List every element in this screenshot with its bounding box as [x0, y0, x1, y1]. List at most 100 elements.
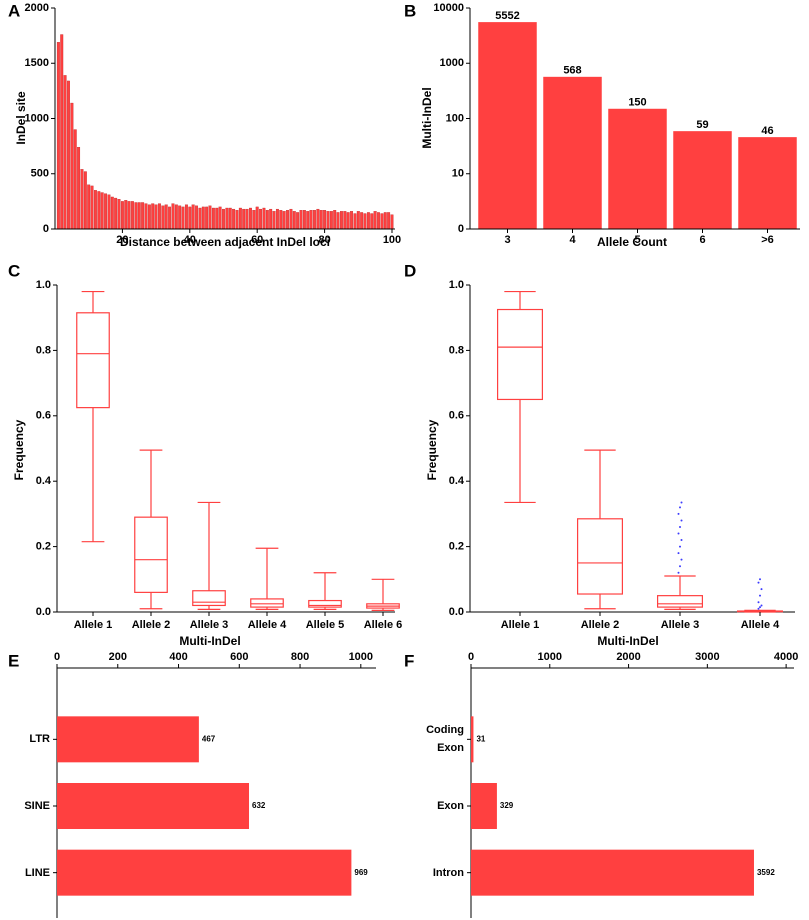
- x-tick-label: 0: [54, 651, 60, 663]
- bar: [100, 192, 104, 230]
- outlier: [759, 594, 761, 597]
- x-tick-label: 1000: [538, 651, 562, 663]
- outlier: [680, 501, 683, 504]
- x-tick-label: Allele 4: [741, 619, 780, 631]
- bar: [57, 849, 352, 896]
- bar: [188, 206, 192, 230]
- bar: [238, 207, 242, 230]
- bar: [211, 207, 215, 230]
- bar: [104, 193, 107, 230]
- bar: [336, 212, 340, 230]
- value-label: 467: [202, 734, 216, 743]
- bar: [235, 210, 239, 230]
- bar: [543, 76, 602, 229]
- y-tick-label: 0: [458, 223, 464, 235]
- bar: [343, 211, 347, 230]
- bar: [608, 108, 667, 229]
- x-tick-label: Allele 5: [306, 619, 345, 631]
- y-tick-label: 0.6: [449, 410, 464, 422]
- bar: [363, 213, 367, 230]
- bar: [114, 197, 118, 230]
- bar: [63, 75, 67, 230]
- box: [134, 516, 168, 593]
- y-tick-label-wrap: Exon: [396, 776, 464, 836]
- y-tick-label: 1000: [25, 112, 49, 124]
- y-tick-label: 0.4: [449, 475, 465, 487]
- bar: [262, 207, 266, 230]
- bar: [346, 212, 350, 230]
- value-label: 5552: [495, 10, 519, 22]
- outlier: [677, 552, 680, 555]
- bar: [198, 207, 202, 230]
- bar: [326, 211, 330, 230]
- bar: [110, 196, 114, 230]
- y-tick-label: 100: [446, 112, 464, 124]
- outlier: [679, 506, 681, 509]
- bar: [87, 184, 91, 230]
- panel-letter: E: [8, 651, 19, 670]
- outlier: [679, 525, 681, 528]
- y-tick-label: 0.8: [36, 344, 51, 356]
- outlier: [677, 512, 680, 515]
- x-tick-label: 3000: [695, 651, 719, 663]
- bar: [471, 849, 754, 896]
- bar: [60, 34, 64, 230]
- outlier: [757, 581, 760, 584]
- bar: [289, 208, 293, 230]
- x-tick-label: Allele 2: [581, 619, 620, 631]
- y-tick-label: 0.6: [36, 410, 51, 422]
- y-tick-label: 0.0: [36, 606, 51, 618]
- x-tick-label: 4: [569, 234, 576, 246]
- bar: [171, 203, 175, 230]
- y-tick-label: 0.4: [36, 475, 52, 487]
- panel-letter: C: [8, 261, 20, 280]
- bar: [57, 783, 250, 829]
- y-tick-label-wrap: Intron: [396, 843, 464, 903]
- x-axis-label: Multi-InDel: [179, 634, 240, 648]
- bar: [738, 137, 797, 229]
- value-label: 31: [476, 734, 485, 743]
- bar: [252, 210, 256, 230]
- y-tick-label: Exon: [437, 800, 464, 812]
- y-tick-label: LINE: [24, 866, 50, 879]
- outlier: [759, 606, 761, 609]
- outlier: [680, 558, 683, 561]
- y-tick-label: 0.2: [36, 541, 51, 553]
- bar: [90, 185, 94, 230]
- box: [497, 308, 544, 401]
- y-tick-label: 1000: [440, 57, 464, 69]
- bar: [174, 204, 178, 230]
- bar: [205, 206, 209, 230]
- bar: [471, 783, 497, 829]
- x-axis-label: Distance between adjacent InDel loci: [120, 235, 330, 249]
- y-tick-label-box: LTR: [29, 733, 50, 745]
- x-tick-label: 4000: [774, 651, 798, 663]
- bar: [245, 208, 249, 230]
- x-axis-label: Multi-InDel: [597, 634, 658, 648]
- bar: [370, 213, 374, 230]
- x-tick-label: 5: [634, 234, 640, 246]
- bar: [117, 199, 121, 230]
- bar: [225, 207, 229, 230]
- bar: [57, 716, 199, 763]
- bar: [323, 210, 327, 230]
- bar: [178, 205, 182, 230]
- outlier: [677, 532, 680, 535]
- bar: [67, 80, 70, 230]
- bar: [141, 202, 145, 230]
- bar: [93, 190, 97, 230]
- box: [76, 312, 110, 409]
- outlier: [679, 565, 681, 568]
- value-label: 632: [252, 801, 266, 810]
- bar: [208, 205, 212, 230]
- y-tick-label-box: Intron: [396, 843, 464, 903]
- y-tick-label: 0.0: [449, 606, 464, 618]
- x-tick-label: 400: [169, 651, 187, 663]
- bar: [184, 204, 188, 230]
- bar: [147, 204, 151, 230]
- x-tick-label: 800: [291, 651, 309, 663]
- y-tick-label: 0: [43, 223, 49, 235]
- x-tick-label: >6: [761, 234, 774, 246]
- panel-letter: D: [404, 261, 416, 280]
- bar: [97, 191, 101, 230]
